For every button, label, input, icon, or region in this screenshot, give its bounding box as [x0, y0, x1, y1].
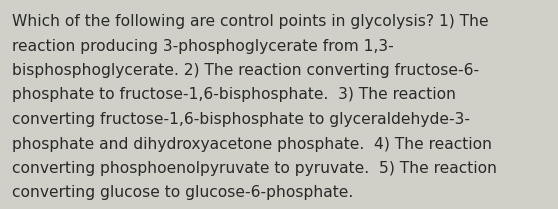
Text: converting phosphoenolpyruvate to pyruvate.  5) The reaction: converting phosphoenolpyruvate to pyruva… — [12, 161, 497, 176]
Text: phosphate to fructose-1,6-bisphosphate.  3) The reaction: phosphate to fructose-1,6-bisphosphate. … — [12, 88, 456, 102]
Text: Which of the following are control points in glycolysis? 1) The: Which of the following are control point… — [12, 14, 489, 29]
Text: bisphosphoglycerate. 2) The reaction converting fructose-6-: bisphosphoglycerate. 2) The reaction con… — [12, 63, 479, 78]
Text: converting glucose to glucose-6-phosphate.: converting glucose to glucose-6-phosphat… — [12, 186, 353, 200]
Text: converting fructose-1,6-bisphosphate to glyceraldehyde-3-: converting fructose-1,6-bisphosphate to … — [12, 112, 470, 127]
Text: phosphate and dihydroxyacetone phosphate.  4) The reaction: phosphate and dihydroxyacetone phosphate… — [12, 136, 492, 152]
Text: reaction producing 3-phosphoglycerate from 1,3-: reaction producing 3-phosphoglycerate fr… — [12, 38, 394, 54]
